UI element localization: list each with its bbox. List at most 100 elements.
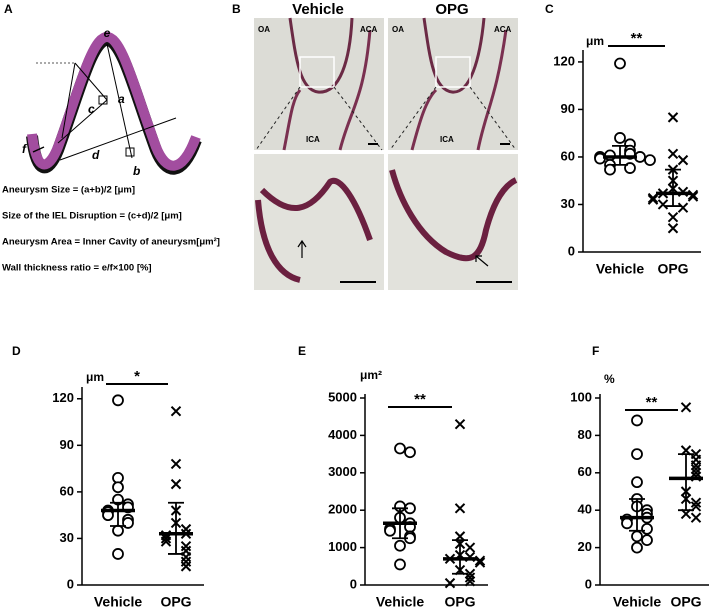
data-point <box>112 548 124 560</box>
significance-label: * <box>134 368 140 385</box>
y-tick-label: 3000 <box>328 464 357 479</box>
data-point <box>677 202 689 213</box>
significance-label: ** <box>414 391 426 408</box>
error-bar <box>629 498 645 532</box>
x-tick-label: Vehicle <box>596 261 644 277</box>
y-tick-label: 0 <box>568 243 575 258</box>
data-point <box>180 556 192 567</box>
data-point <box>614 132 626 144</box>
error-bar <box>168 501 184 555</box>
data-point <box>631 448 643 461</box>
y-tick-label: 80 <box>578 427 592 442</box>
data-point <box>647 192 659 204</box>
y-axis-label: μm <box>586 34 604 48</box>
data-point <box>631 530 643 543</box>
panel-label: E <box>298 344 306 358</box>
x-tick-label: Vehicle <box>613 594 661 610</box>
error-bar <box>452 539 468 575</box>
y-tick-label: 90 <box>561 101 575 116</box>
data-point <box>667 148 679 159</box>
data-point <box>170 478 182 490</box>
data-point <box>464 542 476 553</box>
y-tick-label: 120 <box>52 390 74 405</box>
data-point <box>394 539 406 552</box>
y-tick-label: 1000 <box>328 539 357 554</box>
x-tick-label: Vehicle <box>376 594 424 610</box>
data-point <box>464 568 476 579</box>
point-label: f <box>22 142 27 156</box>
point-label: b <box>133 164 140 178</box>
point-label: e <box>104 26 111 40</box>
data-point <box>112 524 124 537</box>
data-point <box>667 211 679 223</box>
y-tick-label: 60 <box>561 148 575 163</box>
y-tick-label: 2000 <box>328 502 357 517</box>
formula: Wall thickness ratio = e/f×100 [%] <box>2 263 152 274</box>
panel-label: B <box>232 2 241 16</box>
x-tick-label: OPG <box>670 594 701 610</box>
aneurysm-diagram <box>26 31 202 175</box>
data-point <box>677 154 689 166</box>
y-tick-label: 20 <box>578 539 592 554</box>
error-bar <box>678 453 694 512</box>
point-label: d <box>92 148 100 162</box>
y-tick-label: 0 <box>585 576 592 591</box>
significance-label: ** <box>631 30 643 47</box>
error-bar <box>110 501 126 527</box>
data-point <box>631 541 643 554</box>
formula: Aneurysm Area = Inner Cavity of aneurysm… <box>2 237 220 248</box>
data-point <box>394 558 406 571</box>
column-title: OPG <box>435 1 468 18</box>
x-tick-label: OPG <box>444 594 475 610</box>
data-point <box>641 534 653 547</box>
y-tick-label: 60 <box>578 464 592 479</box>
region-label: ACA <box>360 25 378 34</box>
y-tick-label: 120 <box>553 53 575 68</box>
data-point <box>680 402 692 413</box>
y-tick-label: 30 <box>561 196 575 211</box>
region-label: ICA <box>306 135 320 144</box>
region-label: OA <box>392 25 404 34</box>
data-point <box>464 576 476 587</box>
data-point <box>667 223 679 234</box>
y-axis-label: μm <box>86 370 104 384</box>
data-point <box>454 503 466 514</box>
data-point <box>604 163 616 176</box>
data-point <box>690 463 702 475</box>
data-point <box>170 458 182 470</box>
data-point <box>690 497 702 508</box>
y-axis-label: μm² <box>360 368 382 382</box>
point-label: a <box>118 92 125 106</box>
data-point <box>384 524 396 537</box>
data-point <box>180 561 192 572</box>
y-tick-label: 100 <box>570 389 592 404</box>
data-point <box>657 199 669 210</box>
data-point <box>631 476 643 489</box>
panel-label: C <box>545 2 554 16</box>
x-tick-label: Vehicle <box>94 594 142 610</box>
data-point <box>444 577 456 589</box>
data-point <box>690 512 702 523</box>
histology-images <box>254 17 518 290</box>
formula: Aneurysm Size = (a+b)/2 [μm] <box>2 185 135 196</box>
y-tick-label: 5000 <box>328 389 357 404</box>
y-tick-label: 30 <box>60 530 74 545</box>
data-point <box>631 414 643 427</box>
x-tick-label: OPG <box>160 594 191 610</box>
data-point <box>160 536 172 547</box>
y-tick-label: 60 <box>60 483 74 498</box>
y-tick-label: 0 <box>350 576 357 591</box>
data-point <box>667 112 679 123</box>
data-point <box>404 446 416 459</box>
data-point <box>641 523 653 535</box>
y-tick-label: 4000 <box>328 427 357 442</box>
error-bar <box>665 168 681 207</box>
data-point <box>180 540 192 552</box>
column-title: Vehicle <box>292 1 344 18</box>
y-tick-label: 90 <box>60 437 74 452</box>
x-tick-label: OPG <box>657 261 688 277</box>
data-point <box>614 57 626 70</box>
data-point <box>170 405 182 417</box>
data-point <box>690 467 702 479</box>
